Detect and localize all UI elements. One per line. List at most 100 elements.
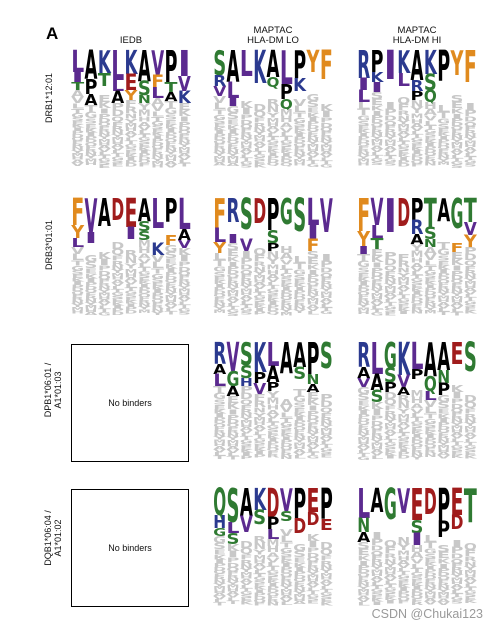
logo-background-letter: Y (82, 155, 98, 160)
logo-background-letter: D (85, 285, 99, 290)
logo-background-letter: H (411, 257, 424, 265)
logo-letter-V: V (227, 340, 240, 381)
logo-background-letter: K (307, 264, 322, 272)
logo-background-letter: Y (136, 102, 152, 113)
logo-background-letter: G (280, 421, 294, 428)
logo-background-letter: Q (357, 421, 371, 426)
logo-background-letter: N (424, 303, 437, 308)
logo-background-letter: S (397, 577, 410, 582)
logo-background-letter: V (151, 104, 165, 114)
logo-letter-V: V (280, 486, 293, 519)
logo-background-letter: Y (304, 141, 320, 146)
logo-background-letter: K (240, 449, 255, 454)
logo-background-letter: G (357, 260, 370, 270)
logo-background-letter: Y (448, 138, 464, 143)
logo-background-letter: P (280, 289, 294, 294)
logo-background-letter: R (424, 158, 437, 163)
logo-background-letter: G (464, 445, 477, 450)
logo-background-letter: N (307, 429, 320, 434)
logo-background-letter: F (437, 282, 450, 287)
logo-background-letter: P (98, 265, 112, 273)
logo-background-letter: S (253, 298, 266, 303)
logo-background-letter: E (71, 120, 84, 125)
logo-background-letter: I (293, 133, 306, 138)
logo-background-letter: L (411, 271, 424, 277)
logo-background-letter: G (451, 596, 464, 601)
logo-background-letter: T (357, 453, 372, 458)
logo-background-letter: A (293, 600, 306, 605)
logo-background-letter: N (437, 289, 450, 294)
logo-background-letter: Q (267, 447, 281, 452)
logo-background-letter: M (125, 122, 138, 129)
logo-background-letter: T (464, 442, 477, 447)
logo-background-letter: P (320, 260, 333, 270)
logo-background-letter: V (165, 164, 178, 168)
logo-letter-V: V (320, 196, 333, 243)
sequence-logo-dpb1-maptac-lo: RALTGSEKIPDQFRNYMHAVLTVGAEKIPDQFRNYMHAVL… (213, 340, 333, 460)
logo-background-letter: M (267, 264, 280, 272)
logo-background-letter: T (111, 153, 126, 158)
logo-background-letter: S (85, 261, 98, 271)
logo-background-letter: A (424, 108, 438, 118)
logo-background-letter: F (451, 282, 464, 287)
logo-background-letter: I (424, 565, 437, 570)
logo-background-letter: E (165, 258, 178, 266)
logo-background-letter: F (411, 598, 424, 603)
logo-letter-P: P (280, 80, 293, 104)
logo-background-letter: N (85, 152, 98, 157)
logo-background-letter: D (411, 592, 424, 597)
logo-background-letter: E (267, 294, 280, 299)
logo-letter-L: L (397, 71, 410, 91)
logo-background-letter: H (307, 577, 320, 582)
logo-background-letter: M (397, 124, 410, 130)
logo-background-letter: S (138, 274, 151, 279)
logo-letter-S: S (240, 363, 253, 383)
logo-background-letter: V (320, 582, 333, 587)
logo-background-letter: Y (408, 456, 424, 460)
logo-letter-Q: Q (424, 372, 437, 396)
logo-background-letter: Q (293, 426, 307, 431)
logo-background-letter: G (151, 272, 164, 280)
logo-background-letter: Y (251, 131, 267, 137)
logo-background-letter: S (71, 117, 85, 123)
logo-background-letter: T (85, 104, 99, 115)
logo-background-letter: T (111, 289, 126, 294)
logo-background-letter: Q (85, 142, 99, 147)
logo-background-letter: I (165, 128, 178, 134)
logo-background-letter: A (240, 426, 253, 431)
logo-background-letter: Y (462, 137, 477, 142)
logo-background-letter: R (253, 261, 266, 269)
logo-background-letter: V (98, 302, 111, 307)
logo-background-letter: M (213, 586, 226, 591)
logo-letter-A: A (280, 340, 293, 384)
logo-background-letter: V (138, 125, 152, 132)
logo-background-letter: Y (149, 157, 165, 162)
logo-background-letter: L (411, 562, 425, 570)
logo-background-letter: R (213, 429, 226, 434)
logo-background-letter: H (267, 545, 280, 555)
logo-background-letter: E (267, 431, 280, 436)
logo-background-letter: K (371, 401, 385, 412)
logo-background-letter: F (307, 131, 320, 136)
logo-background-letter: R (253, 400, 266, 410)
logo-background-letter: F (437, 148, 450, 153)
logo-background-letter: A (464, 287, 477, 292)
logo-background-letter: L (98, 151, 111, 156)
logo-background-letter: F (240, 554, 253, 562)
logo-background-letter: S (293, 121, 306, 128)
logo-background-letter: L (397, 429, 410, 434)
logo-background-letter: E (227, 119, 240, 127)
logo-letter-V: V (178, 72, 191, 96)
logo-background-letter: R (437, 435, 450, 440)
logo-background-letter: E (227, 249, 240, 259)
logo-background-letter: A (240, 148, 253, 153)
logo-letter-P: P (307, 340, 320, 385)
logo-background-letter: Y (357, 434, 371, 439)
logo-background-letter: L (280, 601, 293, 606)
logo-background-letter: I (397, 156, 410, 161)
logo-background-letter: H (464, 284, 477, 289)
logo-background-letter: T (397, 432, 412, 437)
logo-background-letter: P (320, 117, 333, 125)
logo-background-letter: P (451, 269, 464, 277)
logo-background-letter: N (424, 453, 437, 458)
